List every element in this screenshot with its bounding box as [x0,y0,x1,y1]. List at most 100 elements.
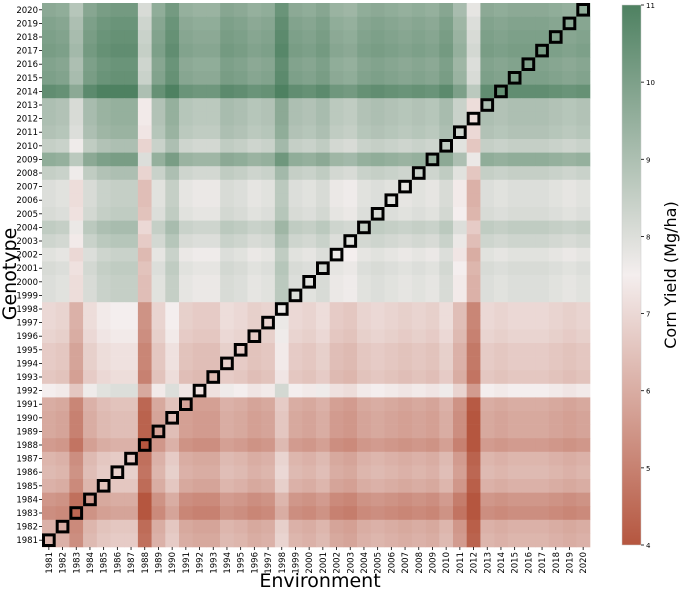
heatmap-cell [329,111,344,126]
heatmap-cell [83,30,98,45]
heatmap-cell [55,179,70,194]
heatmap-cell [411,207,426,221]
heatmap-cell [288,343,303,357]
heatmap-cell [398,139,413,153]
heatmap-cell [384,438,399,453]
heatmap-cell [42,397,56,412]
heatmap-cell [302,451,317,466]
heatmap-cell [274,3,289,17]
heatmap-cell [274,193,289,208]
heatmap-cell [370,71,385,85]
heatmap-cell [548,343,563,357]
heatmap-cell [357,98,372,113]
heatmap-cell [576,302,591,317]
heatmap-cell [96,302,111,317]
heatmap-cell [96,411,111,425]
heatmap-cell [206,247,221,262]
heatmap-cell [124,193,139,208]
diagonal-highlight-box [329,247,344,262]
heatmap-cell [576,411,591,425]
heatmap-cell [69,465,84,480]
heatmap-cell [439,356,454,371]
heatmap-cell [288,166,303,181]
heatmap-cell [288,451,303,466]
heatmap-cell [521,465,536,480]
heatmap-cell [83,479,98,493]
heatmap-cell [42,479,56,493]
heatmap-cell [302,98,317,113]
heatmap-cell [507,98,522,113]
heatmap-cell [137,193,152,208]
heatmap-cell [439,492,454,507]
heatmap-cell [562,451,577,466]
heatmap-cell [261,519,276,534]
diagonal-highlight-box [83,492,97,507]
heatmap-cell [42,356,56,371]
heatmap-cell [411,506,426,521]
heatmap-cell [316,84,330,99]
heatmap-cell [42,166,56,181]
heatmap-cell [151,247,166,262]
y-tick-label: 2000 [16,278,38,288]
heatmap-cell [302,166,317,181]
heatmap-cell [439,179,454,194]
heatmap-cell [302,179,317,194]
heatmap-cell [206,152,221,167]
heatmap-cell [137,84,152,99]
heatmap-cell [42,411,56,425]
heatmap-cell [124,533,139,548]
heatmap-cell [494,261,509,276]
heatmap-cell [55,166,70,181]
heatmap-cell [480,343,495,357]
y-tick-label: 2014 [16,87,38,97]
heatmap-cell [439,438,454,453]
heatmap-cell [233,43,248,58]
heatmap-cell [206,370,221,385]
heatmap-cell [411,424,426,439]
heatmap-cell [96,234,111,249]
heatmap-cell [179,125,193,140]
heatmap-cell [55,506,70,521]
heatmap-cell [55,234,70,249]
heatmap-cells [42,3,591,548]
heatmap-cell [357,139,372,153]
heatmap-cell [466,519,481,534]
heatmap-cell [261,152,276,167]
heatmap-cell [343,451,358,466]
heatmap-cell [494,16,509,31]
heatmap-cell [151,98,166,113]
heatmap-cell [411,179,426,194]
heatmap-cell [576,16,591,31]
heatmap-cell [55,111,70,126]
heatmap-cell [316,438,330,453]
heatmap-cell [329,43,344,58]
heatmap-cell [521,315,536,330]
heatmap-cell [343,220,358,235]
heatmap-cell [398,84,413,99]
heatmap-cell [425,234,440,249]
heatmap-cell [494,84,509,99]
heatmap-cell [562,288,577,303]
heatmap-cell [425,465,440,480]
heatmap-cell [398,451,413,466]
heatmap-cell [398,519,413,534]
heatmap-cell [288,179,303,194]
heatmap-cell [548,261,563,276]
heatmap-cell [521,16,536,31]
heatmap-cell [411,125,426,140]
heatmap-cell [439,247,454,262]
heatmap-cell [206,343,221,357]
colorbar-tick-label: 4 [646,542,651,550]
heatmap-cell [439,397,454,412]
heatmap-cell [329,506,344,521]
heatmap-cell [329,424,344,439]
heatmap-cell [425,275,440,289]
heatmap-cell [55,424,70,439]
heatmap-cell [233,288,248,303]
heatmap-cell [137,111,152,126]
heatmap-cell [192,275,207,289]
diagonal-highlight-box [42,533,56,548]
heatmap-cell [220,465,235,480]
heatmap-cell [124,424,139,439]
heatmap-cell [329,125,344,140]
